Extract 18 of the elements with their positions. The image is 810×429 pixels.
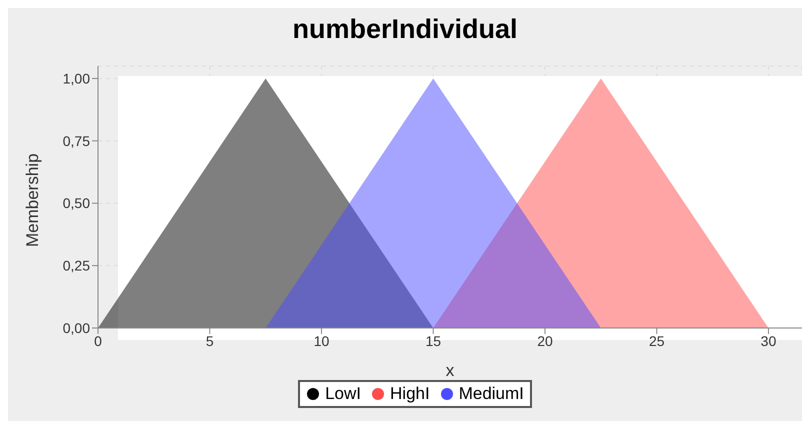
y-axis-title: Membership xyxy=(23,153,42,247)
x-tick-label: 20 xyxy=(537,332,553,349)
y-tick-label: 1,00 xyxy=(62,70,90,86)
x-axis-title: x xyxy=(446,361,455,380)
y-tick-label: 0,50 xyxy=(62,195,90,212)
x-tick-label: 10 xyxy=(314,332,330,349)
x-tick-label: 5 xyxy=(206,332,214,349)
x-tick-label: 0 xyxy=(94,332,102,349)
legend-label: LowI xyxy=(325,384,362,404)
x-tick-label: 15 xyxy=(425,332,442,349)
y-tick-label: 0,75 xyxy=(62,132,90,149)
y-tick-label: 0,25 xyxy=(62,258,90,274)
x-tick-label: 30 xyxy=(760,332,776,349)
x-tick-label: 25 xyxy=(648,332,665,349)
chart-title: numberIndividual xyxy=(291,13,519,46)
y-tick-label: 0,00 xyxy=(62,320,90,336)
legend-label: MediumI xyxy=(458,384,524,404)
legend-label: HighI xyxy=(390,384,430,404)
